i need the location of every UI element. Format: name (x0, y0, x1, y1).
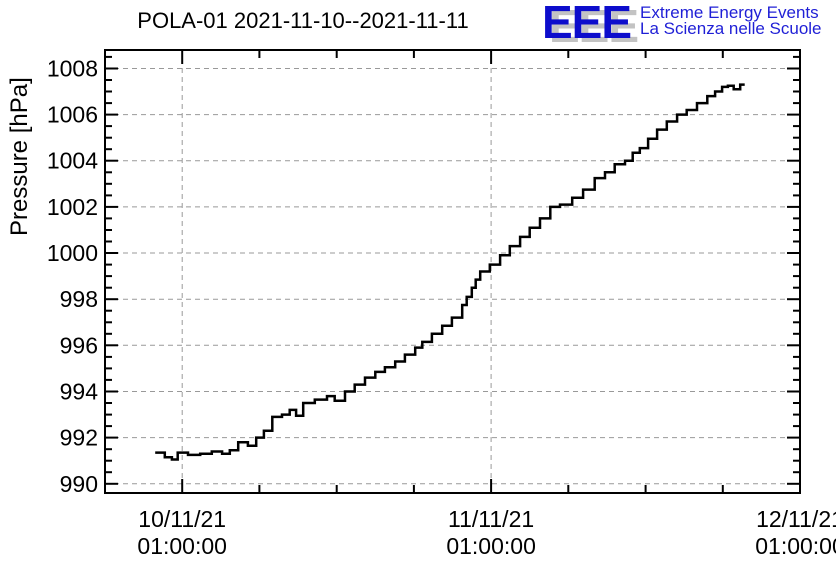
y-tick-label: 1002 (47, 194, 98, 220)
y-tick-label: 990 (60, 471, 98, 497)
y-tick-label: 994 (60, 379, 99, 405)
y-tick-label: 1004 (47, 148, 98, 174)
eee-tagline-line1: Extreme Energy Events (640, 3, 819, 22)
y-tick-label: 1000 (47, 240, 98, 266)
x-tick-time-label: 01:00:00 (446, 533, 536, 559)
y-tick-label: 998 (60, 286, 98, 312)
y-axis-title: Pressure [hPa] (6, 77, 33, 236)
chart-title: POLA-01 2021-11-10--2021-11-11 (137, 8, 469, 33)
y-tick-label: 996 (60, 332, 98, 358)
eee-logo-tagline: Extreme Energy Events La Scienza nelle S… (640, 3, 822, 38)
y-tick-label: 1006 (47, 102, 98, 128)
x-tick-date-label: 10/11/21 (138, 506, 226, 532)
y-tick-label: 1008 (47, 56, 98, 82)
eee-logo: EEE Extreme Energy Events La Scienza nel… (542, 0, 822, 48)
x-tick-time-label: 01:00:00 (755, 533, 836, 559)
x-tick-date-label: 12/11/21 (756, 506, 836, 532)
eee-tagline-line2: La Scienza nelle Scuole (640, 19, 822, 38)
pressure-series-line (155, 83, 745, 461)
eee-logo-text: EEE (542, 0, 632, 48)
y-tick-label: 992 (60, 425, 98, 451)
plot-frame (104, 49, 801, 494)
x-tick-time-label: 01:00:00 (137, 533, 227, 559)
x-tick-date-label: 11/11/21 (448, 506, 534, 532)
